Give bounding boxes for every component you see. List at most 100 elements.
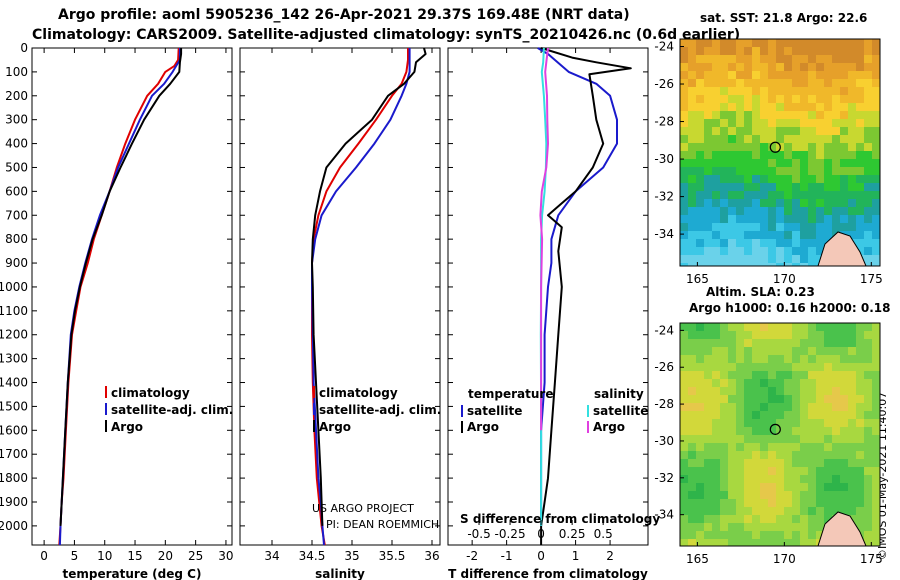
- x-tick-label: 35.5: [379, 549, 406, 563]
- lat-tick-label: -26: [654, 77, 674, 91]
- series-salinity-argo: [539, 47, 549, 431]
- x-tick-label: 20: [158, 549, 173, 563]
- lat-tick-label: -24: [654, 323, 674, 337]
- x-tick-label: 5: [71, 549, 79, 563]
- depth-tick-label: 1000: [0, 280, 28, 294]
- depth-tick-label: 400: [5, 137, 28, 151]
- legend-label: Argo: [319, 420, 351, 434]
- depth-tick-label: 100: [5, 65, 28, 79]
- s-tick-label: -0.5: [467, 527, 490, 541]
- argo-position-marker: [769, 423, 781, 435]
- x-tick-label: 1: [572, 549, 580, 563]
- salinity-panel: 34 34.5 35 35.5 36 salinity climatology satelli…: [239, 47, 441, 580]
- map-frame: [679, 38, 881, 267]
- s-tick-label: 0.5: [594, 527, 613, 541]
- depth-tick-label: 1800: [0, 471, 28, 485]
- depth-tick-label: 500: [5, 160, 28, 174]
- sla-map-title-line-1: Altim. SLA: 0.23: [706, 285, 815, 299]
- lon-tick-label: 175: [860, 552, 883, 566]
- series-argo: [59, 48, 183, 526]
- sst-map-title: sat. SST: 21.8 Argo: 22.6: [700, 11, 868, 25]
- legend-label: satellite-adj. clim.: [111, 403, 233, 417]
- lat-tick-label: -30: [654, 434, 674, 448]
- map-frame: [679, 322, 881, 547]
- credit-line-1: US ARGO PROJECT: [312, 502, 414, 515]
- depth-tick-label: 200: [5, 89, 28, 103]
- legend-label: satellite: [593, 404, 648, 418]
- depth-tick-label: 700: [5, 208, 28, 222]
- lat-tick-label: -32: [654, 471, 674, 485]
- legend-label: Argo: [111, 420, 143, 434]
- land-outline: [817, 231, 867, 266]
- map-field: [680, 39, 880, 266]
- lon-tick-label: 165: [686, 552, 709, 566]
- lat-tick-label: -24: [654, 40, 674, 54]
- s-tick-label: -0.25: [495, 527, 526, 541]
- temperature-panel: 0100200300400500600700800900100011001200…: [0, 41, 234, 580]
- lat-tick-label: -30: [654, 152, 674, 166]
- legend-label: satellite: [467, 404, 522, 418]
- plot-frame: [239, 47, 441, 546]
- series-satellite-adj-clim-: [311, 48, 411, 546]
- depth-tick-label: 1400: [0, 376, 28, 390]
- x-tick-label: 15: [127, 549, 142, 563]
- legend-label: Argo: [467, 420, 499, 434]
- x-tick-label: -2: [466, 549, 478, 563]
- x-tick-label: 25: [188, 549, 203, 563]
- lon-tick-label: 170: [773, 552, 796, 566]
- x-tick-label: 0: [40, 549, 48, 563]
- s-axis-label: S difference from climatology: [460, 512, 660, 526]
- depth-tick-label: 1100: [0, 304, 28, 318]
- depth-tick-label: 2000: [0, 519, 28, 533]
- difference-panel: -2 -1 0 1 2 T difference from climatology -0.5…: [447, 47, 660, 580]
- x-tick-label: 0: [537, 549, 545, 563]
- s-tick-label: 0: [537, 527, 545, 541]
- lat-tick-label: -26: [654, 360, 674, 374]
- x-tick-label: 30: [218, 549, 233, 563]
- x-tick-label: 10: [97, 549, 112, 563]
- legend-label: satellite-adj. clim.: [319, 403, 441, 417]
- figure-title-line-2: Climatology: CARS2009. Satellite-adjuste…: [32, 27, 741, 43]
- depth-tick-label: 600: [5, 184, 28, 198]
- lat-tick-label: -28: [654, 397, 674, 411]
- lat-tick-label: -32: [654, 190, 674, 204]
- depth-tick-label: 1900: [0, 495, 28, 509]
- plot-frame: [31, 47, 233, 546]
- x-tick-label: 34: [264, 549, 279, 563]
- legend-label: Argo: [593, 420, 625, 434]
- depth-tick-label: 1200: [0, 328, 28, 342]
- x-tick-label: 34.5: [299, 549, 326, 563]
- legend-label: climatology: [111, 386, 190, 400]
- x-axis-label: temperature (deg C): [63, 567, 202, 580]
- depth-tick-label: 1500: [0, 399, 28, 413]
- lat-tick-label: -34: [654, 227, 674, 241]
- x-tick-label: -1: [501, 549, 513, 563]
- sla-map: 165 170 175 -24 -26 -28 -30 -32 -34: [654, 322, 883, 566]
- lat-tick-label: -28: [654, 115, 674, 129]
- lon-tick-label: 175: [860, 272, 883, 286]
- series-argo: [311, 47, 427, 526]
- depth-tick-label: 300: [5, 113, 28, 127]
- depth-tick-label: 1600: [0, 423, 28, 437]
- legend-header-salinity: salinity: [594, 387, 644, 401]
- x-tick-label: 2: [606, 549, 614, 563]
- argo-position-marker: [769, 141, 781, 153]
- x-axis-label: salinity: [315, 567, 365, 580]
- lat-tick-label: -34: [654, 508, 674, 522]
- depth-tick-label: 900: [5, 256, 28, 270]
- x-tick-label: 36: [424, 549, 439, 563]
- series-temperature-argo: [540, 47, 632, 545]
- depth-tick-label: 1300: [0, 352, 28, 366]
- depth-tick-label: 800: [5, 232, 28, 246]
- land-outline: [817, 511, 867, 546]
- x-axis-label: T difference from climatology: [448, 567, 648, 580]
- x-tick-label: 35: [344, 549, 359, 563]
- legend-label: climatology: [319, 386, 398, 400]
- sst-map: 165 170 175 -24 -26 -28 -30 -32 -34: [654, 38, 883, 286]
- series-climatology: [311, 48, 409, 546]
- figure-title-line-1: Argo profile: aoml 5905236_142 26-Apr-20…: [58, 7, 630, 23]
- depth-tick-label: 0: [20, 41, 28, 55]
- lon-tick-label: 170: [773, 272, 796, 286]
- depth-tick-label: 1700: [0, 447, 28, 461]
